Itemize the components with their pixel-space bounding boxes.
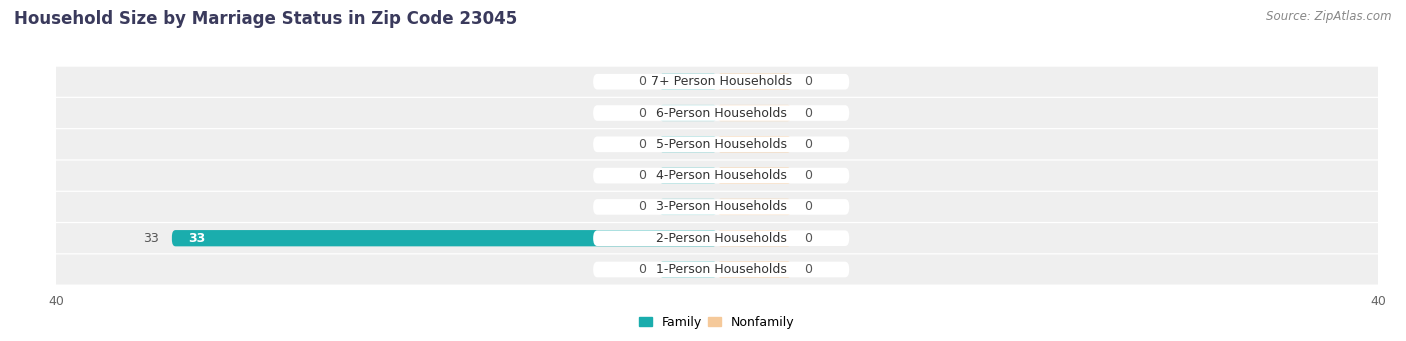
FancyBboxPatch shape [48, 223, 1386, 253]
FancyBboxPatch shape [659, 136, 717, 152]
Text: 0: 0 [804, 138, 813, 151]
FancyBboxPatch shape [593, 136, 849, 152]
FancyBboxPatch shape [48, 254, 1386, 284]
FancyBboxPatch shape [659, 105, 717, 121]
FancyBboxPatch shape [717, 261, 792, 278]
Text: 33: 33 [143, 232, 159, 245]
Text: 0: 0 [804, 201, 813, 213]
FancyBboxPatch shape [717, 230, 792, 246]
Text: 3-Person Households: 3-Person Households [655, 201, 786, 213]
Text: 33: 33 [188, 232, 205, 245]
Text: 0: 0 [804, 75, 813, 88]
FancyBboxPatch shape [659, 74, 717, 90]
Text: 6-Person Households: 6-Person Households [655, 106, 786, 119]
FancyBboxPatch shape [48, 98, 1386, 128]
FancyBboxPatch shape [717, 199, 792, 215]
FancyBboxPatch shape [593, 231, 849, 246]
FancyBboxPatch shape [48, 67, 1386, 97]
Text: 0: 0 [804, 263, 813, 276]
Text: 5-Person Households: 5-Person Households [655, 138, 787, 151]
Legend: Family, Nonfamily: Family, Nonfamily [634, 311, 800, 334]
Text: 0: 0 [804, 169, 813, 182]
Text: 2-Person Households: 2-Person Households [655, 232, 786, 245]
FancyBboxPatch shape [659, 199, 717, 215]
Text: Source: ZipAtlas.com: Source: ZipAtlas.com [1267, 10, 1392, 23]
Text: 0: 0 [804, 232, 813, 245]
FancyBboxPatch shape [593, 168, 849, 183]
FancyBboxPatch shape [48, 161, 1386, 191]
FancyBboxPatch shape [659, 261, 717, 278]
Text: 7+ Person Households: 7+ Person Households [651, 75, 792, 88]
Text: 0: 0 [638, 106, 645, 119]
Text: Household Size by Marriage Status in Zip Code 23045: Household Size by Marriage Status in Zip… [14, 10, 517, 28]
FancyBboxPatch shape [593, 262, 849, 277]
FancyBboxPatch shape [717, 105, 792, 121]
Text: 0: 0 [638, 169, 645, 182]
FancyBboxPatch shape [593, 199, 849, 215]
Text: 0: 0 [804, 106, 813, 119]
FancyBboxPatch shape [593, 74, 849, 90]
Text: 0: 0 [638, 201, 645, 213]
FancyBboxPatch shape [717, 136, 792, 152]
FancyBboxPatch shape [717, 167, 792, 184]
FancyBboxPatch shape [593, 105, 849, 121]
FancyBboxPatch shape [659, 167, 717, 184]
FancyBboxPatch shape [717, 74, 792, 90]
FancyBboxPatch shape [172, 230, 717, 246]
FancyBboxPatch shape [48, 129, 1386, 159]
Text: 0: 0 [638, 263, 645, 276]
Text: 0: 0 [638, 138, 645, 151]
Text: 1-Person Households: 1-Person Households [655, 263, 786, 276]
FancyBboxPatch shape [48, 192, 1386, 222]
Text: 4-Person Households: 4-Person Households [655, 169, 786, 182]
Text: 0: 0 [638, 75, 645, 88]
